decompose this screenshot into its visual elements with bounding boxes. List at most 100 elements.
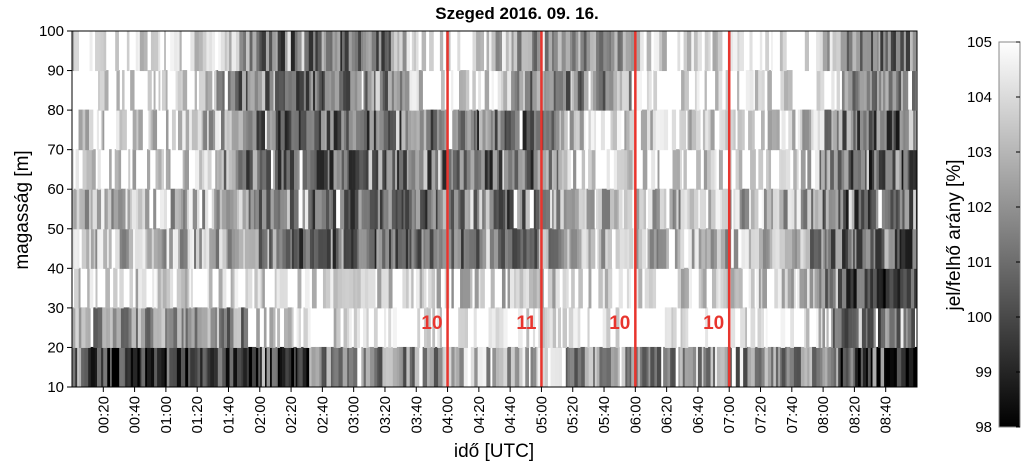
heatmap-cell <box>550 228 555 269</box>
heatmap-cell <box>503 70 508 111</box>
heatmap-cell <box>402 30 407 72</box>
heatmap-cell <box>886 109 891 151</box>
heatmap-cell <box>525 188 530 230</box>
heatmap-cell <box>524 70 529 111</box>
heatmap-cell <box>813 188 816 230</box>
heatmap-cell <box>575 30 579 72</box>
heatmap-cell <box>289 188 295 230</box>
heatmap-cell <box>903 267 907 309</box>
heatmap-cell <box>797 228 801 269</box>
x-tick-label: 01:20 <box>189 396 206 434</box>
heatmap-cell <box>183 188 186 230</box>
heatmap-cell <box>821 267 826 309</box>
heatmap-cell <box>441 109 445 151</box>
heatmap-cell <box>789 346 795 388</box>
heatmap-cell <box>879 70 882 111</box>
heatmap-cell <box>291 109 295 151</box>
heatmap-cell <box>826 228 829 269</box>
heatmap-cell <box>807 267 810 309</box>
heatmap-cell <box>427 346 430 388</box>
heatmap-cell <box>229 109 233 151</box>
x-tick-label: 04:40 <box>502 396 519 434</box>
event-lines: 10 11 10 10 <box>421 31 731 387</box>
heatmap-cell <box>702 109 706 151</box>
heatmap-cell <box>834 307 838 348</box>
heatmap-cell <box>356 307 361 348</box>
heatmap-cell <box>465 109 468 151</box>
heatmap-cell <box>848 188 853 230</box>
heatmap-cell <box>538 307 541 348</box>
heatmap-cell <box>216 149 220 190</box>
x-axis-ticks: 00:20 00:40 01:00 01:20 01:40 02:00 02:20 02:40… <box>95 387 895 434</box>
heatmap-cell <box>425 228 431 269</box>
heatmap-cell <box>106 188 109 230</box>
heatmap-cell <box>273 307 276 348</box>
heatmap-cell <box>430 109 434 151</box>
heatmap-cell <box>796 188 802 230</box>
heatmap-cell <box>164 30 166 72</box>
heatmap-cell <box>613 149 618 190</box>
heatmap-cell <box>736 267 739 309</box>
heatmap-cell <box>871 70 876 111</box>
heatmap-cell <box>363 307 367 348</box>
heatmap-cell <box>451 267 454 309</box>
x-tick-label: 04:00 <box>440 396 457 434</box>
heatmap-cell <box>367 70 372 111</box>
heatmap-cell <box>767 228 770 269</box>
heatmap-cell <box>517 188 521 230</box>
x-tick-label: 03:20 <box>377 396 394 434</box>
heatmap-cell <box>854 188 859 230</box>
heatmap-cell <box>227 70 231 111</box>
heatmap-cell <box>885 346 891 388</box>
heatmap-cell <box>658 228 663 269</box>
heatmap-cell <box>343 228 347 269</box>
heatmap-cell <box>533 346 537 388</box>
heatmap-cell <box>867 267 871 309</box>
heatmap-cell <box>381 188 384 230</box>
heatmap-cell <box>829 267 834 309</box>
heatmap-cell <box>367 188 371 230</box>
heatmap-cell <box>672 346 674 388</box>
heatmap-cell <box>158 70 161 111</box>
heatmap-cell <box>266 149 271 190</box>
heatmap-cell <box>369 188 375 230</box>
heatmap-cell <box>226 228 228 269</box>
y-tick-label: 10 <box>47 379 64 396</box>
heatmap-cell <box>405 228 409 269</box>
heatmap-cell <box>861 307 867 348</box>
heatmap-cell <box>821 149 826 190</box>
heatmap-cell <box>691 109 697 151</box>
heatmap-cell <box>153 70 156 111</box>
heatmap-cell <box>338 346 343 388</box>
heatmap-cell <box>106 307 109 348</box>
heatmap-cell <box>861 188 865 230</box>
heatmap-cell <box>672 149 678 190</box>
heatmap-cell <box>173 307 178 348</box>
heatmap-cell <box>584 188 587 230</box>
heatmap-cell <box>402 70 406 111</box>
heatmap-cell <box>421 30 427 72</box>
heatmap-cell <box>384 30 388 72</box>
heatmap-cell <box>816 70 821 111</box>
heatmap-cell <box>677 30 681 72</box>
heatmap-cell <box>299 346 303 388</box>
heatmap-cell <box>392 149 396 190</box>
heatmap-cell <box>403 149 408 190</box>
colorbar-label: jel/felhő arány [%] <box>944 159 965 311</box>
heatmap-cell <box>321 346 325 388</box>
heatmap-cell <box>677 228 681 269</box>
heatmap-cell <box>476 228 480 269</box>
heatmap-cell <box>791 188 795 230</box>
heatmap-cell <box>567 149 571 190</box>
heatmap-cell <box>845 188 849 230</box>
heatmap-cell <box>157 267 162 309</box>
heatmap-cell <box>369 228 373 269</box>
heatmap-cell <box>508 228 513 269</box>
heatmap-cell <box>308 188 312 230</box>
heatmap-cell <box>316 149 320 190</box>
heatmap-cell <box>295 346 298 388</box>
heatmap-cell <box>875 188 879 230</box>
heatmap-cell <box>401 188 404 230</box>
heatmap-cell <box>895 149 900 190</box>
